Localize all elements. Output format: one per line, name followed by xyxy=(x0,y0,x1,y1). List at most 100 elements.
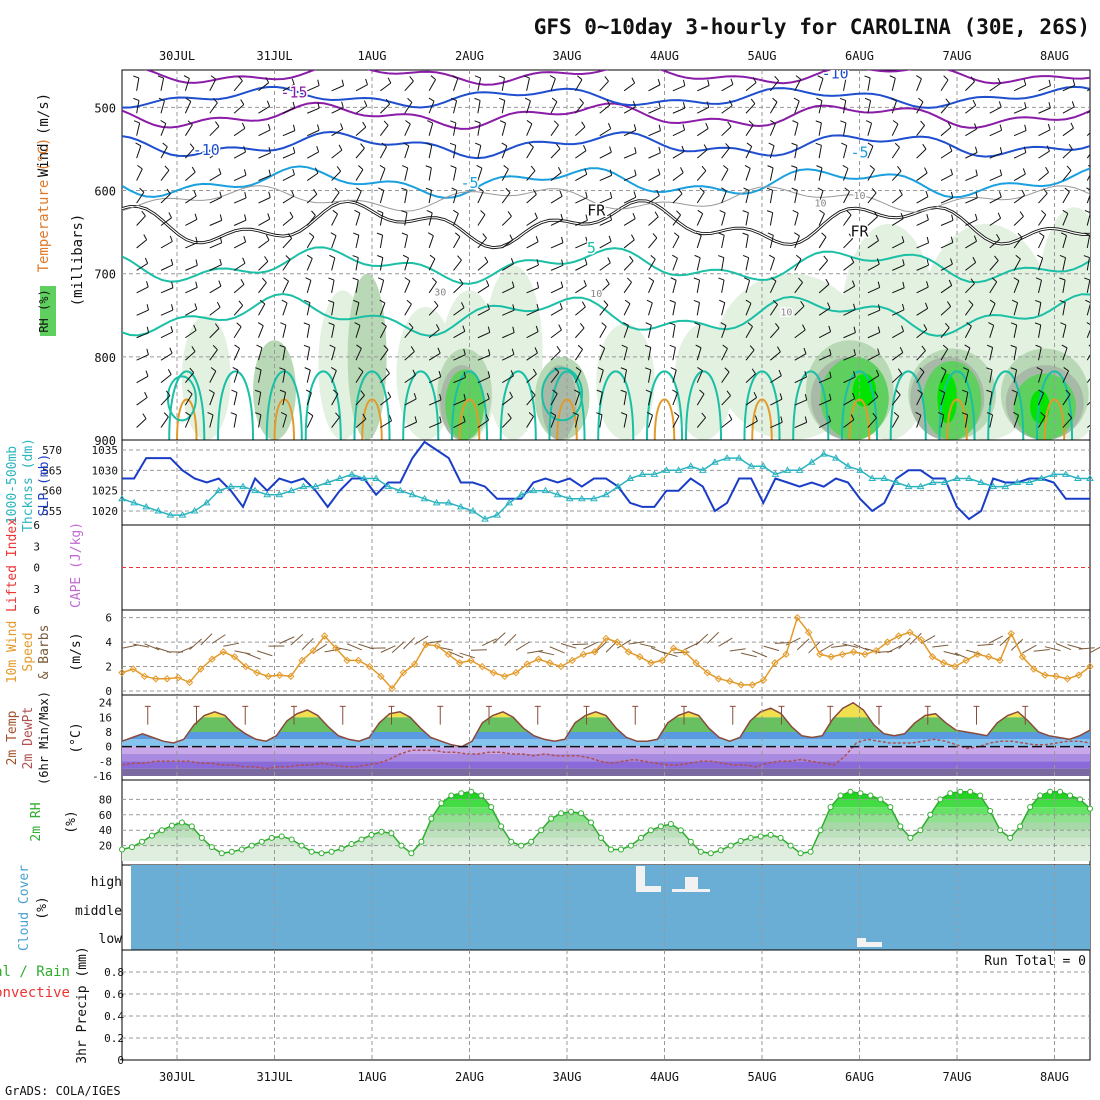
wind-barb-flag xyxy=(1040,412,1046,417)
wind-barb xyxy=(258,129,271,137)
wind-barb xyxy=(623,174,637,182)
wind-barb-flag xyxy=(166,188,171,195)
wind-barb xyxy=(380,645,396,653)
wind-barb xyxy=(1086,174,1090,181)
wind-speed-point xyxy=(332,644,340,652)
wind-barb xyxy=(989,260,999,271)
wind-barb xyxy=(648,216,659,226)
wind-barb xyxy=(1038,193,1048,204)
wind-speed-point xyxy=(230,653,239,661)
wind-barb xyxy=(1086,329,1090,338)
wind-barb-flag xyxy=(560,281,564,288)
wind-barb xyxy=(209,264,222,271)
wind-barb-flag xyxy=(1086,187,1090,191)
wind-barb xyxy=(965,81,975,92)
wind-barb xyxy=(1086,424,1090,428)
wind-barb-flag xyxy=(285,255,291,260)
wind-barb-flag xyxy=(926,281,929,288)
wind-speed-point xyxy=(320,632,329,640)
wind-barb-flag xyxy=(163,412,169,418)
wind-barb-flag xyxy=(162,142,168,148)
wind-barb-flag xyxy=(582,145,587,151)
wind-barb-flag xyxy=(901,303,905,310)
wind-barb xyxy=(770,327,780,339)
wind-barb-flag xyxy=(195,259,198,266)
wind-barb xyxy=(136,309,149,316)
wind-barb-flag xyxy=(358,165,364,170)
wind-speed-point xyxy=(264,672,273,681)
wind-barb xyxy=(867,169,875,181)
wind-barb-flag xyxy=(404,277,411,282)
rh-point xyxy=(518,842,525,849)
bottom-date-labels: 30JUL 31JUL 1AUG 2AUG 3AUG 4AUG 5AUG 6AUG 7AUG 8A… xyxy=(159,1070,1069,1084)
wind-barb xyxy=(306,215,316,226)
wind-barb xyxy=(916,125,925,136)
wind-barb xyxy=(769,123,776,136)
wind-barb-flag xyxy=(450,120,457,124)
wind-barb-flag xyxy=(873,211,878,218)
wind-barb-flag xyxy=(620,367,627,371)
wind-barb xyxy=(477,261,489,271)
wind-barb xyxy=(404,123,411,136)
wind-barb-flag xyxy=(1083,232,1090,236)
wind-barb-flag xyxy=(829,348,832,355)
wind-barb-flag xyxy=(528,142,534,148)
wind-barb-flag xyxy=(579,323,585,329)
wind-barb xyxy=(258,369,262,383)
wind-barb-flag xyxy=(507,413,512,419)
wind-barb xyxy=(696,370,703,383)
wind-barb xyxy=(550,78,556,91)
wind-barb-flag xyxy=(846,210,852,216)
lifted-index-tick-label: 6 xyxy=(33,604,40,617)
wind-barb xyxy=(966,649,982,655)
wind-barb xyxy=(453,307,465,316)
thickness-point xyxy=(723,454,731,461)
wind-barb xyxy=(867,286,880,294)
wind-speed-point xyxy=(714,675,723,683)
wind-barb xyxy=(818,307,831,316)
wind-speed-point xyxy=(1018,653,1027,661)
wind-barb xyxy=(672,258,678,271)
wind-barb-flag xyxy=(433,300,439,307)
wind-barb-flag xyxy=(1045,166,1049,173)
wind-barb-flag xyxy=(1010,322,1017,326)
wind-barb xyxy=(404,280,411,294)
wind-barb-flag xyxy=(523,75,530,79)
wind-barb xyxy=(428,167,432,181)
wind-barb-flag xyxy=(792,120,799,124)
wind-axis-label-speed: Speed xyxy=(21,632,36,671)
rh-point xyxy=(767,831,774,838)
cloud-axis-label: Cloud Cover xyxy=(17,865,32,951)
wind-barb-flag xyxy=(726,390,731,396)
wind-barb-flag xyxy=(719,209,726,214)
wind-barb-flag xyxy=(894,142,900,148)
top-date-label: 5AUG xyxy=(748,49,777,63)
wind-barb xyxy=(745,257,750,271)
wind-barb xyxy=(428,399,442,406)
wind-barb xyxy=(628,641,645,645)
wind-barb-flag xyxy=(669,344,676,348)
wind-barb xyxy=(355,348,362,361)
thickness-point xyxy=(1001,482,1010,490)
wind-barb-flag xyxy=(646,299,653,304)
thickness-point xyxy=(553,490,562,498)
wind-barb-flag xyxy=(676,210,681,216)
wind-barb-flag xyxy=(999,169,1003,176)
wind-barb xyxy=(965,104,977,114)
wind-barb-flag xyxy=(658,101,661,109)
wind-barb xyxy=(648,347,652,361)
rh-point xyxy=(598,834,605,841)
wind-barb xyxy=(160,241,173,249)
wind-barb xyxy=(891,194,903,204)
wind-barb-flag xyxy=(431,277,437,283)
wind-barb-flag xyxy=(450,165,457,169)
wind-barb-flag xyxy=(583,280,587,287)
wind-barb-flag xyxy=(950,168,954,175)
wind-barb-flag xyxy=(864,97,871,101)
rh-point xyxy=(817,827,824,834)
wind-barb-flag xyxy=(670,277,677,281)
wind-barb-flag xyxy=(629,255,634,262)
wind-barb xyxy=(453,399,466,406)
wind-barb xyxy=(843,285,855,294)
wind-barb xyxy=(745,235,749,249)
